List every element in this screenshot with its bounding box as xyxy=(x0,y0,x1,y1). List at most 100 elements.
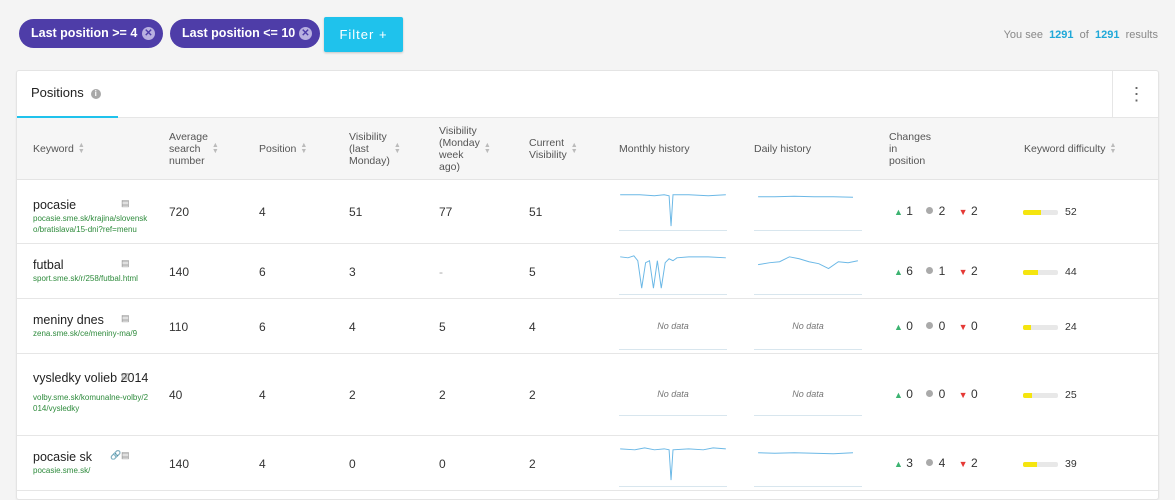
dot-icon xyxy=(926,459,934,466)
triangle-down-icon: ▼ xyxy=(958,267,968,277)
avg-search-value: 720 xyxy=(169,205,190,219)
column-header-position[interactable]: Position ▲ ▼ xyxy=(259,118,307,180)
column-label: Position xyxy=(259,143,297,155)
monthly-history-line xyxy=(620,194,726,227)
changes-up-count: 3 xyxy=(906,456,913,470)
position-changes: ▲ 6 1 ▼ 2 xyxy=(894,264,978,278)
info-icon[interactable]: i xyxy=(90,89,101,99)
keyword-difficulty-bar xyxy=(1023,270,1058,275)
page-icon[interactable]: ▤ xyxy=(121,258,130,268)
results-count: You see 1291 of 1291 results xyxy=(1004,29,1158,41)
keyword-difficulty-fill xyxy=(1023,325,1032,330)
keyword-url-link[interactable]: volby.sme.sk/komunalne-volby/2014/vysled… xyxy=(33,393,149,413)
changes-same-count: 0 xyxy=(938,387,946,401)
monthly-no-data: No data xyxy=(657,389,689,399)
position-value: 4 xyxy=(259,457,266,471)
position-changes: ▲ 0 0 ▼ 0 xyxy=(894,387,978,401)
changes-up-count: 0 xyxy=(906,319,913,333)
visibility-last-value: 51 xyxy=(349,205,363,219)
page-icon[interactable]: ▤ xyxy=(121,313,130,323)
keyword-url-link[interactable]: pocasie.sme.sk/krajina/slovensko/bratisl… xyxy=(33,214,148,234)
changes-same-count: 1 xyxy=(938,264,946,278)
link-icon[interactable]: 🔗 xyxy=(110,450,122,460)
tab-positions[interactable]: Positions i xyxy=(17,71,118,118)
filter-chip-min-position[interactable]: Last position >= 4 ✕ xyxy=(19,19,163,48)
changes-same-count: 4 xyxy=(938,456,946,470)
avg-search-value: 140 xyxy=(169,457,190,471)
sort-icon: ▲ ▼ xyxy=(211,142,219,155)
column-header-keyword[interactable]: Keyword ▲ ▼ xyxy=(33,118,85,180)
table-header: Keyword ▲ ▼ Average search number ▲ ▼ Position… xyxy=(17,118,1158,180)
changes-up-count: 1 xyxy=(906,204,913,218)
visibility-week-value: 0 xyxy=(439,457,446,471)
page-icon[interactable]: ▤ xyxy=(121,198,130,208)
monthly-no-data: No data xyxy=(657,321,689,331)
position-value: 6 xyxy=(259,320,266,334)
monthly-history-chart xyxy=(619,304,727,350)
column-header-visibility-last-monday[interactable]: Visibility (last Monday) ▲ ▼ xyxy=(349,118,401,180)
triangle-up-icon: ▲ xyxy=(894,459,903,469)
kebab-menu-icon[interactable]: ⋮ xyxy=(1112,71,1158,118)
column-header-keyword-difficulty[interactable]: Keyword difficulty ▲ ▼ xyxy=(1024,118,1116,180)
keyword-difficulty-fill xyxy=(1023,462,1037,467)
avg-search-value: 140 xyxy=(169,265,190,279)
keyword-difficulty-value: 44 xyxy=(1065,266,1077,278)
column-header-visibility-week-ago[interactable]: Visibility (Monday week ago) ▲ ▼ xyxy=(439,118,491,180)
daily-history-chart xyxy=(754,370,862,416)
filter-chip-max-position[interactable]: Last position <= 10 ✕ xyxy=(170,19,320,48)
keyword-difficulty-fill xyxy=(1023,393,1032,398)
current-visibility-value: 4 xyxy=(529,320,536,334)
column-header-current-visibility[interactable]: Current Visibility ▲ ▼ xyxy=(529,118,578,180)
position-changes: ▲ 0 0 ▼ 0 xyxy=(894,319,978,333)
daily-no-data: No data xyxy=(792,389,824,399)
current-visibility-value: 51 xyxy=(529,205,543,219)
keyword-text: pocasie xyxy=(33,198,77,212)
changes-down-count: 0 xyxy=(970,319,978,333)
tab-bar: Positions i ⋮ xyxy=(17,71,1158,118)
sort-icon: ▲ ▼ xyxy=(570,142,578,155)
sort-icon: ▲ ▼ xyxy=(77,142,85,155)
dot-icon xyxy=(926,207,934,214)
visibility-week-value: 2 xyxy=(439,388,446,402)
column-label: Average search number xyxy=(169,131,208,167)
keyword-url-link[interactable]: pocasie.sme.sk/ xyxy=(33,466,91,475)
column-label: Visibility (Monday week ago) xyxy=(439,125,480,173)
keyword-difficulty-value: 24 xyxy=(1065,321,1077,333)
triangle-down-icon: ▼ xyxy=(958,459,968,469)
visibility-week-value: 77 xyxy=(439,205,453,219)
add-filter-button[interactable]: Filter + xyxy=(324,17,403,52)
sort-icon: ▲ ▼ xyxy=(300,142,308,155)
changes-down-count: 2 xyxy=(970,456,978,470)
close-circle-icon[interactable]: ✕ xyxy=(142,27,155,40)
page-icon[interactable]: ▤ xyxy=(121,450,130,460)
dot-icon xyxy=(926,322,934,329)
monthly-history-chart xyxy=(619,370,727,416)
monthly-history-chart xyxy=(619,255,727,295)
changes-down-count: 0 xyxy=(970,387,978,401)
column-header-average-search[interactable]: Average search number ▲ ▼ xyxy=(169,118,219,180)
avg-search-value: 110 xyxy=(169,320,189,334)
results-shown: 1291 xyxy=(1049,29,1074,41)
visibility-week-value: 5 xyxy=(439,320,446,334)
current-visibility-value: 2 xyxy=(529,457,536,471)
monthly-history-line xyxy=(620,255,726,289)
daily-history-chart xyxy=(754,256,862,295)
keyword-url-link[interactable]: zena.sme.sk/ce/meniny-ma/9 xyxy=(33,329,138,338)
close-circle-icon[interactable]: ✕ xyxy=(299,27,312,40)
keyword-difficulty-value: 25 xyxy=(1065,389,1077,401)
triangle-up-icon: ▲ xyxy=(894,267,903,277)
keyword-difficulty-fill xyxy=(1023,210,1042,215)
triangle-up-icon: ▲ xyxy=(894,207,903,217)
column-header-monthly-history: Monthly history xyxy=(619,118,690,180)
current-visibility-value: 5 xyxy=(529,265,536,279)
page-icon[interactable]: ▤ xyxy=(121,371,130,381)
results-total: 1291 xyxy=(1094,29,1120,41)
daily-history-chart xyxy=(754,195,862,231)
keyword-difficulty-value: 39 xyxy=(1065,458,1077,470)
filter-chip-label: Last position <= 10 xyxy=(182,26,296,40)
keyword-url-link[interactable]: sport.sme.sk/r/258/futbal.html xyxy=(33,274,138,283)
table-row: pocasie ▤ pocasie.sme.sk/krajina/slovensko… xyxy=(17,180,1158,244)
table-row: meniny dnes ▤ zena.sme.sk/ce/meniny-ma/9 11… xyxy=(17,299,1158,354)
keyword-text: vysledky volieb 2014 xyxy=(33,371,149,385)
results-of: of xyxy=(1079,29,1089,41)
